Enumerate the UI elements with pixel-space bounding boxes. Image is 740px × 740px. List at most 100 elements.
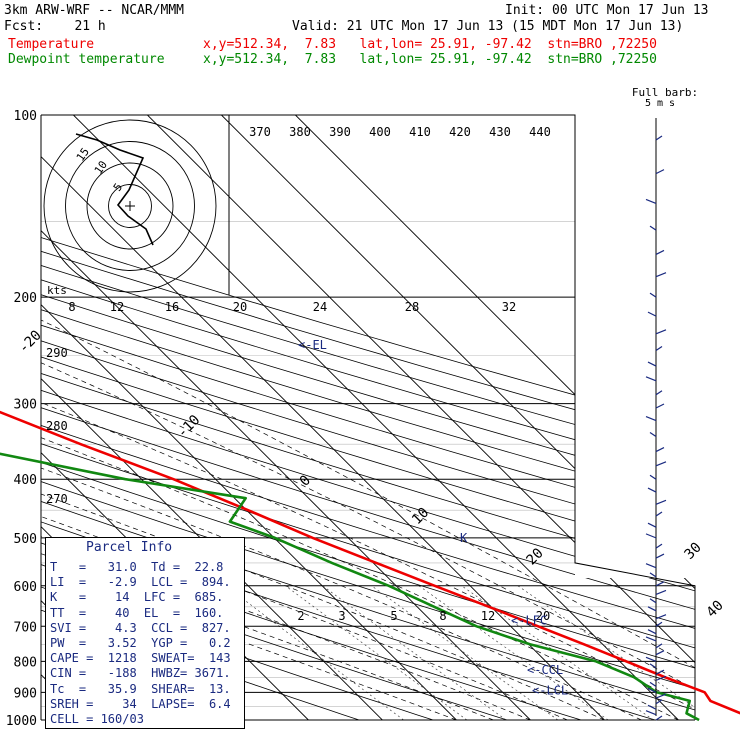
level-marker-ccl: <-CCL [527,663,563,677]
theta-label: 400 [369,125,391,139]
mixing-ratio-line [285,585,468,720]
mixing-ratio-line [371,585,559,720]
theta-side-label: 280 [46,419,68,433]
wind-barb [655,499,667,505]
wind-barb [655,669,665,675]
wind-barb [655,272,667,278]
theta-label: 410 [409,125,431,139]
wind-barb [647,487,657,493]
hodograph-ring [108,184,152,228]
mixing-ratio-label: 20 [536,609,550,623]
theta-side-label: 290 [46,346,68,360]
dry-adiabat [41,115,695,720]
wind-barb [655,715,663,721]
theta-label: 380 [289,125,311,139]
parcel-info-row: CIN = -188 HWBZ= 3671. [50,666,231,681]
pressure-label: 500 [14,532,37,547]
wind-barb [655,589,667,595]
hodograph-ring-label: 10 [92,158,110,176]
dry-adiabat [41,115,695,720]
wind-barb [655,390,663,396]
temperature-station-info: x,y=512.34, 7.83 lat,lon= 25.91, -97.42 … [203,37,657,52]
wind-barb [645,656,657,662]
dry-adiabat [41,115,695,720]
theta-label: 420 [449,125,471,139]
dry-adiabat [41,115,695,720]
hodograph-speed-tick: 16 [165,300,179,314]
parcel-info-row: T = 31.0 Td = 22.8 [50,560,224,574]
hodograph-speed-tick: 20 [233,300,247,314]
parcel-info-row: SVI = 4.3 CCL = 827. [50,620,231,635]
wind-barb [655,345,663,351]
wind-barb [655,169,665,175]
pressure-label: 400 [14,473,37,488]
wind-barb [655,614,667,620]
temperature-tick-label: 40 [704,598,727,621]
pressure-label: 700 [14,620,37,635]
wind-barb [655,693,667,699]
dry-adiabat [41,115,695,720]
mixing-ratio-line [322,585,507,720]
wind-barb [647,606,657,612]
theta-side-label: 270 [46,492,68,506]
hodograph-speed-tick: 32 [502,300,516,314]
hodograph-ring [86,162,174,250]
parcel-info-row: CELL = 160/03 [50,712,144,726]
level-marker-el: <-EL [298,338,327,352]
wind-barb [655,621,663,627]
parcel-info-box: Parcel Info T = 31.0 Td = 22.8 LI = -2.9 … [45,537,245,729]
isotherm-line [41,115,531,720]
wind-barb [655,553,665,559]
wind-barb [647,704,657,710]
hodograph-speed-tick: 28 [405,300,419,314]
temperature-trace [0,410,740,715]
dry-adiabat [41,115,695,720]
parcel-info-row: K = 14 LFC = 685. [50,590,224,605]
dry-adiabat [41,115,695,720]
wind-barb [655,447,665,453]
init-time: Init: 00 UTC Mon 17 Jun 13 [505,3,709,18]
mixing-ratio-line [461,585,654,720]
wind-barb [649,572,657,578]
moist-adiabat [41,115,695,720]
wind-barb [655,403,665,409]
moist-adiabat [41,115,568,720]
wind-barb [645,636,657,642]
parcel-info-row: CAPE = 1218 SWEAT= 143 [50,651,231,666]
wind-barb [655,650,665,656]
pressure-label: 900 [14,686,37,701]
dry-adiabat [41,115,695,720]
wind-barb [655,643,663,649]
isotherm-line [147,115,695,720]
pressure-label: 200 [14,291,37,306]
barb-legend-title: Full barb: [632,86,698,99]
mixing-ratio-label: 12 [481,609,495,623]
wind-barb [645,563,657,569]
isotherm-line [41,115,383,720]
theta-label: 430 [489,125,511,139]
parcel-info-row: PW = 3.52 YGP = 0.2 [50,636,231,650]
temperature-label: Temperature [8,37,95,52]
dry-adiabat [41,115,695,720]
wind-barb [649,663,657,669]
dry-adiabat [41,115,695,720]
parcel-info-row: TT = 40 EL = 160. [50,605,224,620]
forecast-hour: Fcst: 21 h [4,19,106,34]
pressure-label: 1000 [6,714,37,729]
isotherm-line [41,115,605,720]
dewpoint-label: Dewpoint temperature [8,52,165,67]
wind-barb [655,135,663,141]
model-title: 3km ARW-WRF -- NCAR/MMM [4,3,185,18]
moist-adiabat [41,115,642,720]
mixing-ratio-line [225,585,404,720]
moist-adiabat [41,115,695,720]
dry-adiabat [41,115,434,720]
temperature-tick-label: 30 [682,540,705,563]
temperature-tick-label: -10 [174,412,203,441]
level-marker-lfc: <-LFC [511,614,547,628]
wind-barb [645,710,657,716]
level-marker-lcl: <-LCL [532,684,568,698]
hodograph-ring-label: 15 [74,145,92,163]
dry-adiabat [41,115,695,720]
